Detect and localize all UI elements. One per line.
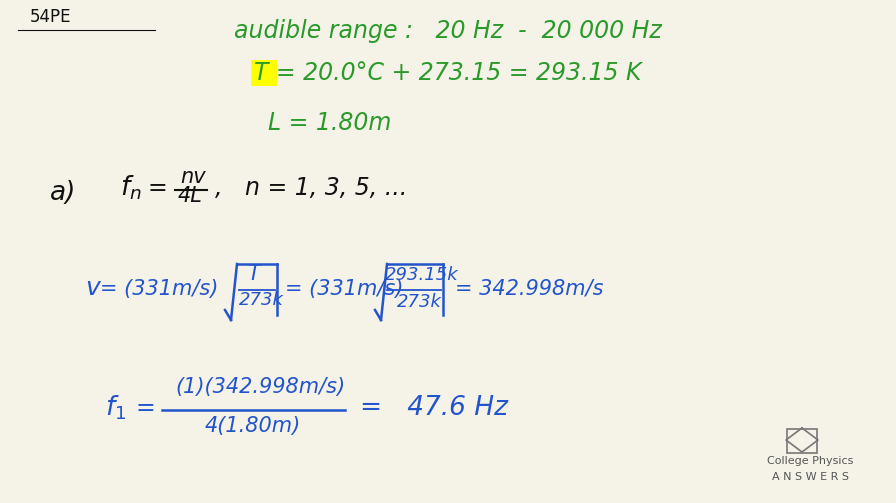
Text: =   47.6 Hz: = 47.6 Hz	[360, 395, 508, 421]
Text: College Physics
A N S W E R S: College Physics A N S W E R S	[767, 456, 853, 482]
Text: a): a)	[50, 180, 76, 206]
Text: T: T	[247, 264, 260, 284]
Text: 273k: 273k	[397, 293, 442, 311]
Text: 273k: 273k	[239, 291, 284, 309]
Text: ,   n = 1, 3, 5, ...: , n = 1, 3, 5, ...	[215, 176, 408, 200]
Text: nv: nv	[180, 167, 205, 187]
Text: $f_n$: $f_n$	[120, 173, 142, 202]
Text: = 342.998m/s: = 342.998m/s	[455, 279, 604, 299]
Text: $v$: $v$	[85, 276, 102, 300]
Text: =: =	[135, 396, 155, 420]
Text: =: =	[148, 176, 168, 200]
Text: = (331m/s): = (331m/s)	[285, 279, 403, 299]
FancyBboxPatch shape	[251, 60, 277, 86]
Text: $f_1$: $f_1$	[105, 393, 126, 422]
Text: = (331m/s): = (331m/s)	[100, 279, 219, 299]
Text: 54PE: 54PE	[30, 8, 72, 26]
Text: T = 20.0°C + 273.15 = 293.15 K: T = 20.0°C + 273.15 = 293.15 K	[254, 61, 642, 85]
Text: 4(1.80m): 4(1.80m)	[205, 416, 301, 436]
Text: 293.15k: 293.15k	[385, 266, 459, 284]
Text: (1)(342.998m/s): (1)(342.998m/s)	[175, 377, 345, 397]
Text: L = 1.80m: L = 1.80m	[268, 111, 392, 135]
Text: 4L: 4L	[178, 186, 202, 206]
Text: audible range :   20 Hz  -  20 000 Hz: audible range : 20 Hz - 20 000 Hz	[234, 19, 662, 43]
